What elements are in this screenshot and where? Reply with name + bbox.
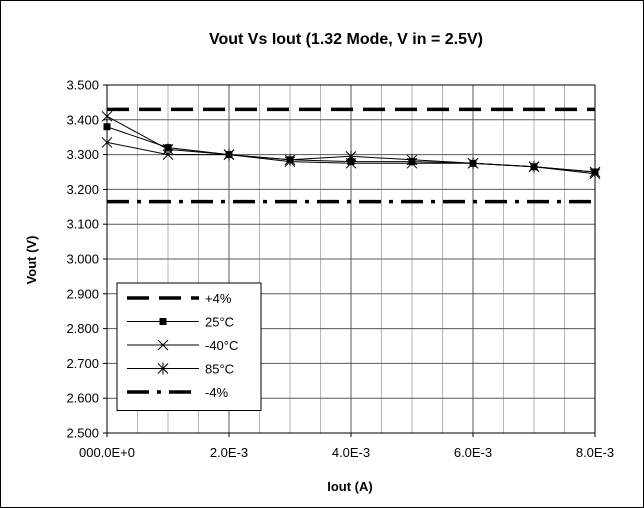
y-tick-label: 2.800 bbox=[66, 321, 99, 336]
y-tick-label: 3.300 bbox=[66, 147, 99, 162]
chart-title: Vout Vs Iout (1.32 Mode, V in = 2.5V) bbox=[209, 31, 483, 48]
y-tick-label: 3.200 bbox=[66, 182, 99, 197]
legend-label: -40°C bbox=[205, 338, 238, 353]
x-tick-label: 6.0E-3 bbox=[454, 445, 492, 460]
y-tick-label: 2.500 bbox=[66, 426, 99, 441]
data-point bbox=[345, 150, 357, 163]
x-tick-label: 2.0E-3 bbox=[210, 445, 248, 460]
legend-label: -4% bbox=[205, 385, 229, 400]
axis-layer: 2.500 2.600 2.700 2.800 2.900 3.000 3.100 3.200… bbox=[66, 78, 614, 461]
legend-marker bbox=[157, 339, 169, 351]
data-point bbox=[223, 148, 235, 161]
legend-label: 85°C bbox=[205, 362, 234, 377]
x-tick-label: 8.0E-3 bbox=[576, 445, 614, 460]
y-axis-label: Vout (V) bbox=[24, 236, 39, 285]
legend-marker bbox=[159, 318, 167, 325]
legend-label: 25°C bbox=[205, 315, 234, 330]
y-tick-label: 3.000 bbox=[66, 252, 99, 267]
y-tick-label: 3.500 bbox=[66, 78, 99, 93]
data-point bbox=[528, 160, 540, 173]
legend-entry: -4% bbox=[127, 385, 229, 400]
legend-entry: 25°C bbox=[127, 315, 234, 330]
series-layer bbox=[101, 107, 601, 204]
data-point bbox=[284, 153, 296, 166]
data-point bbox=[406, 153, 418, 166]
x-tick-label: 4.0E-3 bbox=[332, 445, 370, 460]
y-tick-label: 2.600 bbox=[66, 391, 99, 406]
legend-label: +4% bbox=[205, 291, 232, 306]
data-point bbox=[467, 157, 479, 170]
legend-marker bbox=[157, 362, 169, 375]
x-axis-label: Iout (A) bbox=[327, 479, 372, 494]
legend-entry: -40°C bbox=[127, 338, 238, 353]
data-point bbox=[162, 143, 174, 156]
y-tick-label: 3.100 bbox=[66, 217, 99, 232]
y-tick-label: 3.400 bbox=[66, 112, 99, 127]
y-tick-label: 2.700 bbox=[66, 356, 99, 371]
legend: +4% 25°C -40°C 85°C -4% bbox=[116, 282, 262, 411]
legend-entry: +4% bbox=[127, 291, 232, 306]
x-tick-label: 000.0E+0 bbox=[79, 445, 135, 460]
y-tick-label: 2.900 bbox=[66, 286, 99, 301]
legend-entry: 85°C bbox=[127, 362, 234, 377]
legend-box bbox=[116, 282, 262, 411]
